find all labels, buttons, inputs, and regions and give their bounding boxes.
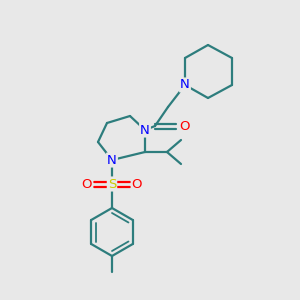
Text: O: O [82, 178, 92, 190]
Text: S: S [108, 178, 116, 190]
Text: O: O [132, 178, 142, 190]
Text: N: N [140, 124, 150, 136]
Text: N: N [107, 154, 117, 166]
Text: N: N [180, 79, 190, 92]
Text: O: O [179, 119, 189, 133]
